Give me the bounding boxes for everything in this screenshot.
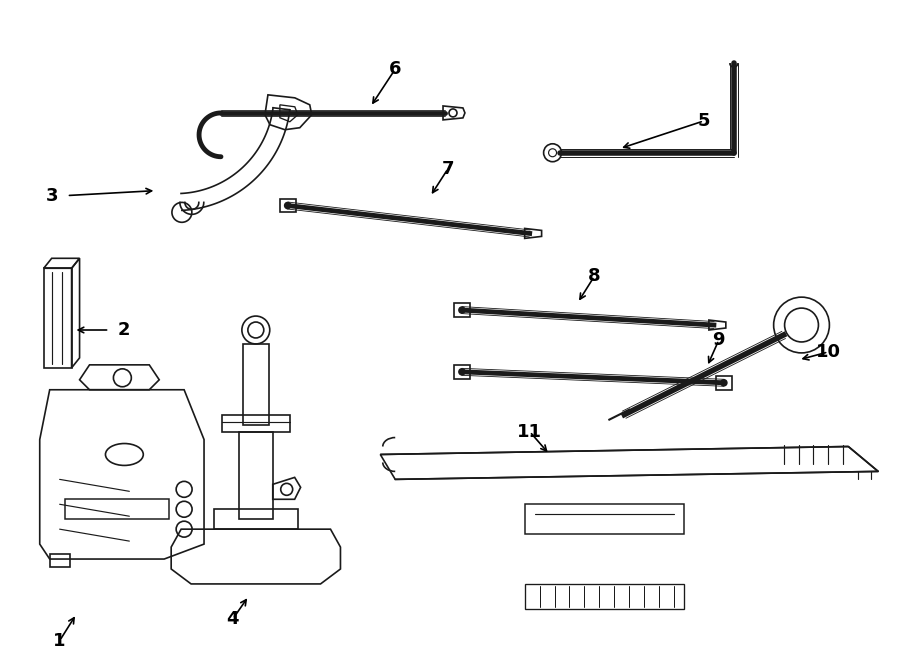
- Circle shape: [284, 202, 291, 208]
- Circle shape: [459, 369, 465, 375]
- Text: 6: 6: [389, 60, 401, 78]
- Circle shape: [721, 380, 727, 386]
- Text: 8: 8: [588, 267, 600, 286]
- Text: 3: 3: [45, 186, 58, 204]
- Text: 4: 4: [227, 610, 239, 628]
- Text: 11: 11: [518, 422, 542, 441]
- Circle shape: [459, 307, 465, 313]
- Text: 2: 2: [117, 321, 130, 339]
- Text: 1: 1: [53, 632, 66, 650]
- Text: 10: 10: [816, 343, 841, 361]
- Text: 9: 9: [713, 331, 725, 349]
- Text: 5: 5: [698, 112, 710, 130]
- Text: 7: 7: [442, 160, 454, 178]
